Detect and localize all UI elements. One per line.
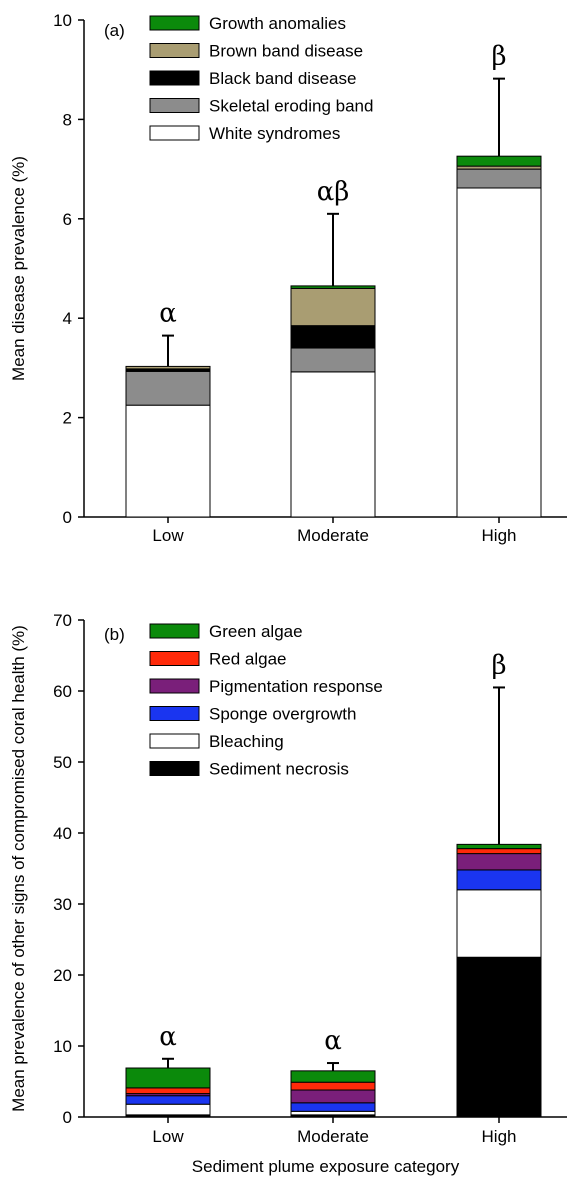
bar-segment-green-algae-high	[456, 843, 542, 850]
y-tick-label: 10	[53, 11, 72, 30]
legend-swatch-green-algae	[149, 623, 200, 639]
y-tick-label: 20	[53, 966, 72, 985]
x-tick-label-high: High	[482, 1127, 517, 1146]
significance-label-low: α	[159, 299, 177, 329]
bar-segment-bleaching-low	[125, 1103, 211, 1116]
bar-segment-white-syndromes-high	[456, 187, 542, 518]
y-tick-label: 2	[63, 409, 72, 428]
legend-label-white-syndromes: White syndromes	[209, 124, 340, 143]
bar-segment-skeletal-eroding-band-moderate	[290, 347, 376, 373]
panel-b: 0 10 20 30 40 50 60 70 Mean prevalence of other …	[9, 611, 567, 1176]
legend-label-red-algae: Red algae	[209, 650, 287, 669]
bar-segment-sponge-overgrowth-moderate	[290, 1102, 376, 1112]
bar-segment-brown-band-disease-moderate	[290, 287, 376, 327]
bar-segment-pigmentation-response-high	[456, 853, 542, 871]
y-tick-label: 0	[63, 508, 72, 527]
legend-label-bleaching: Bleaching	[209, 732, 284, 751]
bar-segment-white-syndromes-low	[125, 404, 211, 518]
legend-label-growth-anomalies: Growth anomalies	[209, 14, 346, 33]
legend-swatch-skeletal-eroding-band	[149, 98, 200, 113]
bar-segment-green-algae-moderate	[290, 1070, 376, 1083]
bar-segment-sediment-necrosis-high	[456, 956, 542, 1118]
bar-segment-bleaching-high	[456, 889, 542, 958]
legend-swatch-brown-band-disease	[149, 43, 200, 58]
legend-label-sponge-overgrowth: Sponge overgrowth	[209, 705, 356, 724]
y-tick-label: 8	[63, 110, 72, 129]
bar-segment-skeletal-eroding-band-low	[125, 370, 211, 406]
panel-tag: (b)	[104, 625, 125, 644]
significance-label-high: β	[491, 42, 506, 72]
x-tick-label-moderate: Moderate	[297, 1127, 369, 1146]
bar-segment-red-algae-low	[125, 1087, 211, 1095]
x-tick-label-low: Low	[152, 526, 184, 545]
panel-tag: (a)	[104, 21, 125, 40]
x-tick-label-low: Low	[152, 1127, 184, 1146]
legend-swatch-bleaching	[149, 733, 200, 749]
bar-segment-pigmentation-response-moderate	[290, 1089, 376, 1104]
y-tick-label: 60	[53, 682, 72, 701]
legend-swatch-growth-anomalies	[149, 15, 200, 31]
x-axis-title: Sediment plume exposure category	[192, 1157, 460, 1176]
bar-segment-growth-anomalies-moderate	[290, 285, 376, 289]
legend-swatch-sponge-overgrowth	[149, 706, 200, 721]
bar-segment-skeletal-eroding-band-high	[456, 168, 542, 189]
legend-swatch-pigmentation-response	[149, 678, 200, 694]
y-tick-label: 6	[63, 210, 72, 229]
y-tick-label: 4	[63, 309, 72, 328]
bar-segment-black-band-disease-moderate	[290, 325, 376, 349]
y-tick-label: 30	[53, 895, 72, 914]
y-tick-label: 70	[53, 611, 72, 630]
bar-segment-growth-anomalies-high	[456, 155, 542, 167]
legend-swatch-white-syndromes	[149, 125, 200, 141]
bar-segment-white-syndromes-moderate	[290, 371, 376, 518]
panel-a: 0 2 4 6 8 10 Mean disease prevalence (%) Low α Mo…	[9, 11, 567, 545]
bar-segment-red-algae-high	[456, 848, 542, 855]
y-axis-title: Mean disease prevalence (%)	[9, 156, 28, 381]
bar-segment-sponge-overgrowth-high	[456, 869, 542, 891]
significance-label-low: α	[159, 1022, 177, 1052]
bar-segment-bleaching-moderate	[290, 1110, 376, 1116]
y-tick-label: 10	[53, 1037, 72, 1056]
y-tick-label: 50	[53, 753, 72, 772]
legend-label-pigmentation-response: Pigmentation response	[209, 677, 383, 696]
significance-label-high: β	[491, 650, 506, 680]
x-tick-label-high: High	[482, 526, 517, 545]
y-tick-label: 0	[63, 1108, 72, 1127]
legend-label-brown-band-disease: Brown band disease	[209, 42, 363, 61]
bar-segment-green-algae-low	[125, 1067, 211, 1089]
legend-swatch-red-algae	[149, 651, 200, 666]
significance-label-moderate: αβ	[317, 177, 350, 207]
y-axis-title: Mean prevalence of other signs of compro…	[9, 625, 28, 1112]
bar-segment-brown-band-disease-low	[125, 365, 211, 370]
legend-label-sediment-necrosis: Sediment necrosis	[209, 760, 349, 779]
bar-segment-red-algae-moderate	[290, 1081, 376, 1091]
legend-label-green-algae: Green algae	[209, 622, 303, 641]
significance-label-moderate: α	[324, 1026, 342, 1056]
legend-label-skeletal-eroding-band: Skeletal eroding band	[209, 97, 373, 116]
legend-swatch-black-band-disease	[149, 70, 200, 86]
y-tick-label: 40	[53, 824, 72, 843]
legend-label-black-band-disease: Black band disease	[209, 69, 356, 88]
bar-segment-sponge-overgrowth-low	[125, 1095, 211, 1105]
legend-swatch-sediment-necrosis	[149, 761, 200, 776]
x-tick-label-moderate: Moderate	[297, 526, 369, 545]
